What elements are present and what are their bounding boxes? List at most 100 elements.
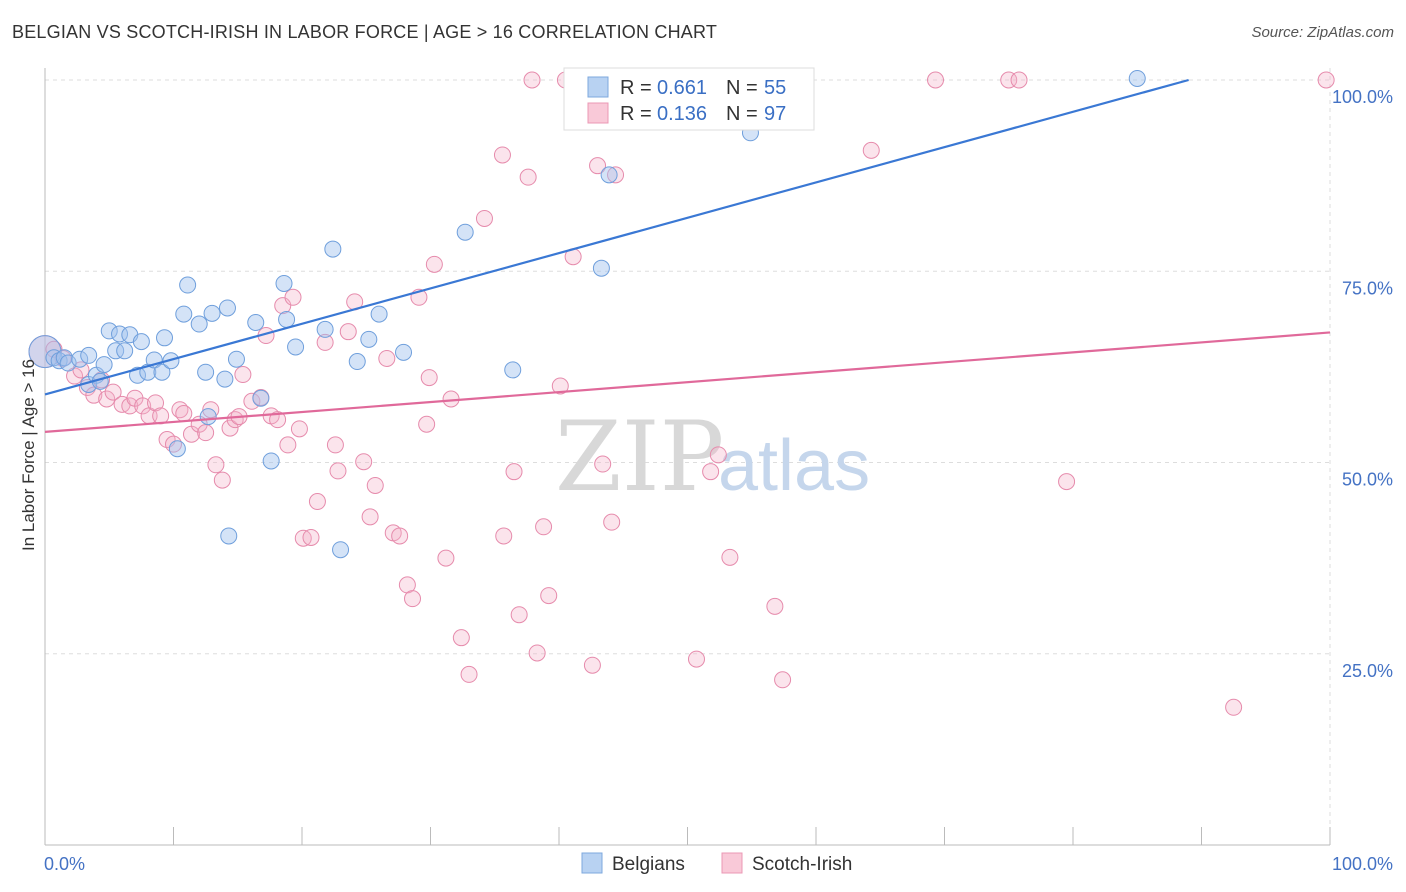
- belgians-point: [600, 166, 618, 184]
- scotch-irish-point: [418, 415, 436, 433]
- chart-title: BELGIAN VS SCOTCH-IRISH IN LABOR FORCE |…: [12, 22, 718, 42]
- belgians-point: [252, 389, 270, 407]
- scotch-irish-point: [202, 401, 220, 419]
- y-tick-labels: 25.0% 50.0% 75.0% 100.0%: [1332, 87, 1393, 681]
- scotch-irish-point: [475, 209, 493, 227]
- scotch-irish-point: [721, 548, 739, 566]
- legend-r-belgians: 0.661: [657, 77, 707, 99]
- scotch-irish-point: [495, 527, 513, 545]
- scotch-irish-point: [1317, 71, 1335, 89]
- scotch-irish-point: [607, 166, 625, 184]
- belgians-point: [370, 305, 388, 323]
- bottom-legend: Belgians Scotch-Irish: [581, 852, 852, 875]
- scotch-irish-point: [1010, 71, 1028, 89]
- belgians-point: [275, 274, 293, 292]
- x-tick-label: 0.0%: [44, 854, 85, 874]
- scotch-irish-points: [28, 71, 1335, 716]
- belgians-point: [129, 366, 147, 384]
- scotch-irish-point: [523, 71, 541, 89]
- scotch-irish-point: [378, 349, 396, 367]
- legend-n-label: N =: [726, 103, 758, 125]
- belgians-point: [395, 343, 413, 361]
- belgians-point: [175, 305, 193, 323]
- scotch-irish-trend-line: [44, 331, 1331, 433]
- scotch-irish-point: [505, 463, 523, 481]
- scotch-irish-point: [425, 255, 443, 273]
- scotch-irish-point: [104, 383, 122, 401]
- scotch-irish-point: [862, 141, 880, 159]
- belgians-point: [218, 299, 236, 317]
- legend-swatch-scotch-irish: [587, 102, 609, 124]
- belgians-point: [100, 322, 118, 340]
- x-tick-labels: 0.0% 100.0%: [44, 854, 1393, 874]
- scotch-irish-point: [85, 386, 103, 404]
- belgians-point: [227, 350, 245, 368]
- scotch-irish-point: [709, 446, 727, 464]
- scotch-irish-point: [594, 455, 612, 473]
- scotch-irish-point: [234, 366, 252, 384]
- belgians-point: [197, 363, 215, 381]
- scotch-irish-point: [437, 549, 455, 567]
- y-tick-label: 100.0%: [1332, 87, 1393, 107]
- scotch-irish-point: [355, 453, 373, 471]
- scotch-irish-point: [519, 168, 537, 186]
- belgians-point: [179, 276, 197, 294]
- legend-n-scotch-irish: 97: [764, 103, 786, 125]
- scotch-irish-point: [175, 405, 193, 423]
- y-tick-label: 75.0%: [1342, 278, 1393, 298]
- belgians-point: [278, 310, 296, 328]
- scotch-irish-point: [766, 597, 784, 615]
- scotch-irish-point: [339, 323, 357, 341]
- scotch-irish-point: [243, 392, 261, 410]
- scotch-irish-point: [452, 629, 470, 647]
- scotch-irish-point: [603, 513, 621, 531]
- watermark: ZIP atlas: [555, 401, 870, 513]
- scotch-irish-point: [308, 493, 326, 511]
- belgians-point: [262, 452, 280, 470]
- belgians-point: [107, 342, 125, 360]
- scotch-irish-point: [221, 419, 239, 437]
- legend-n-belgians: 55: [764, 77, 786, 99]
- source-label: Source: ZipAtlas.com: [1251, 24, 1394, 41]
- y-tick-label: 50.0%: [1342, 470, 1393, 490]
- legend-swatch-belgians: [587, 76, 609, 98]
- bottom-legend-swatch-scotch-irish: [721, 852, 743, 874]
- belgians-point: [80, 346, 98, 364]
- scotch-irish-point: [535, 518, 553, 536]
- belgians-point: [199, 408, 217, 426]
- x-tick-label: 100.0%: [1332, 854, 1393, 874]
- scotch-irish-point: [279, 436, 297, 454]
- scotch-irish-point: [329, 462, 347, 480]
- watermark-atlas: atlas: [718, 426, 870, 506]
- scotch-irish-point: [98, 390, 116, 408]
- scotch-irish-point: [589, 157, 607, 175]
- belgians-point: [456, 223, 474, 241]
- legend-r-label: R =: [620, 103, 652, 125]
- belgians-point: [316, 320, 334, 338]
- belgians-trend-line: [44, 78, 1189, 396]
- belgians-point: [116, 342, 134, 360]
- watermark-zip: ZIP: [555, 401, 724, 513]
- belgians-point: [287, 338, 305, 356]
- belgians-point: [332, 541, 350, 559]
- belgians-point: [95, 356, 113, 374]
- axes: [44, 68, 1331, 846]
- scotch-irish-point: [134, 397, 152, 415]
- belgians-point: [28, 335, 62, 369]
- scotch-irish-point: [302, 528, 320, 546]
- bottom-legend-swatch-belgians: [581, 852, 603, 874]
- scotch-irish-point: [269, 411, 287, 429]
- belgians-point: [190, 315, 208, 333]
- scotch-irish-point: [213, 471, 231, 489]
- scotch-irish-point: [774, 671, 792, 689]
- belgians-point: [592, 259, 610, 277]
- scotch-irish-point: [366, 476, 384, 494]
- scotch-irish-point: [391, 527, 409, 545]
- scotch-irish-point: [316, 333, 334, 351]
- scotch-irish-point: [460, 665, 478, 683]
- scotch-irish-point: [510, 606, 528, 624]
- scotch-irish-point: [326, 436, 344, 454]
- legend-n-label: N =: [726, 77, 758, 99]
- scotch-irish-point: [583, 656, 601, 674]
